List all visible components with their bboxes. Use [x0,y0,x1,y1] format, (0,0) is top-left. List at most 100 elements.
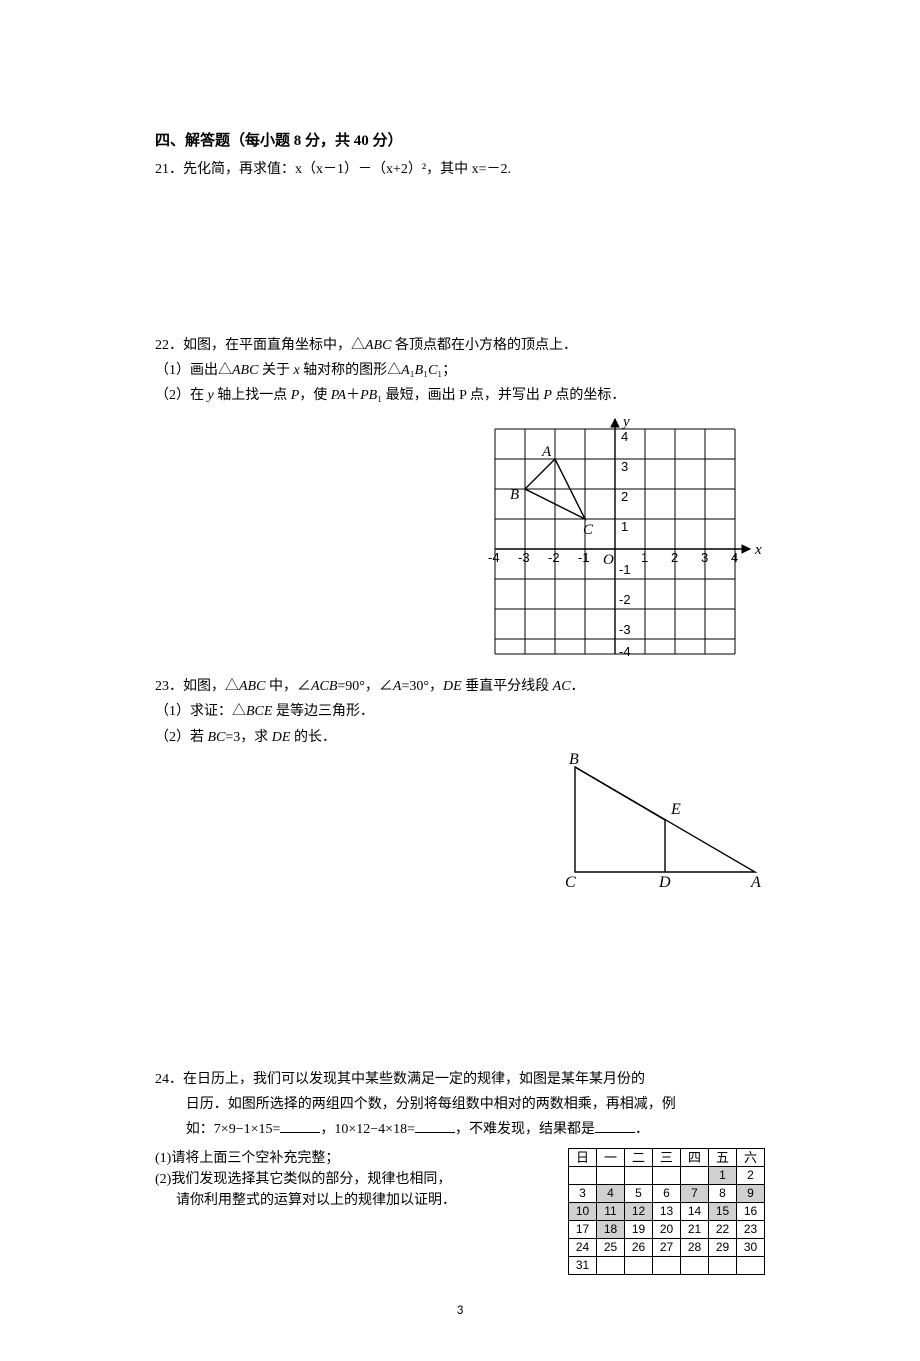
calendar-cell: 19 [625,1221,653,1239]
calendar-cell [625,1167,653,1185]
tick-x1: 1 [641,550,648,565]
spacer [155,188,765,333]
label-y: y [621,414,630,430]
calendar-cell: 7 [681,1185,709,1203]
section-4-title: 四、解答题（每小题 8 分，共 40 分） [155,130,765,153]
calendar-head-cell: 二 [625,1149,653,1167]
blank-2 [415,1118,455,1133]
triangle-figure: B C D A E [555,752,765,892]
tick-x3: 3 [701,550,708,565]
calendar-cell [597,1167,625,1185]
tick-ym3: -3 [619,622,631,637]
question-22: 22．如图，在平面直角坐标中，△ABC 各顶点都在小方格的顶点上． （1）画出△… [155,333,765,409]
q22-graph-wrap: A B C O x y 4 3 2 1 -1 -2 -3 -4 1 2 3 4 … [155,414,765,659]
calendar-head-cell: 一 [597,1149,625,1167]
calendar-cell: 13 [653,1203,681,1221]
calendar-cell: 6 [653,1185,681,1203]
q22-num: 22． [155,338,183,353]
calendar-cell: 10 [569,1203,597,1221]
calendar-cell: 24 [569,1239,597,1257]
q23-graph-wrap: B C D A E [155,752,765,892]
tick-x4: 4 [731,550,738,565]
label-C: C [583,522,594,538]
q24-l3b: ，10×12−4×18= [320,1122,415,1137]
calendar-head-cell: 三 [653,1149,681,1167]
tick-xm4: -4 [488,550,500,565]
calendar-cell: 14 [681,1203,709,1221]
calendar-cell [625,1257,653,1275]
calendar-cell [737,1257,765,1275]
calendar-row: 17181920212223 [569,1221,765,1239]
tick-x2: 2 [671,550,678,565]
calendar-cell: 21 [681,1221,709,1239]
spacer [155,659,765,674]
label-E2: E [670,801,681,818]
q21-num: 21． [155,162,183,177]
calendar-head-cell: 日 [569,1149,597,1167]
calendar-cell: 22 [709,1221,737,1239]
q24-l3c: ，不难发现，结果都是 [455,1122,595,1137]
calendar-cell [569,1167,597,1185]
calendar-cell: 30 [737,1239,765,1257]
tick-y1: 1 [621,519,628,534]
label-O: O [603,552,614,568]
calendar-cell: 12 [625,1203,653,1221]
calendar-cell: 11 [597,1203,625,1221]
label-A: A [541,444,552,460]
tick-ym1: -1 [619,562,631,577]
tick-ym4: -4 [619,644,631,659]
calendar-head-cell: 四 [681,1149,709,1167]
q23-text: 如图，△ABC 中，∠ACB=90°，∠A=30°，DE 垂直平分线段 AC． [183,679,585,694]
label-D2: D [658,874,671,891]
calendar-cell: 2 [737,1167,765,1185]
q24-lower-row: (1)请将上面三个空补充完整； (2)我们发现选择其它类似的部分，规律也相同， … [155,1148,765,1275]
q22-sub1: （1）画出△ABC 关于 x 轴对称的图形△A₁B₁C₁； [155,358,765,383]
calendar-cell: 27 [653,1239,681,1257]
coordinate-grid-figure: A B C O x y 4 3 2 1 -1 -2 -3 -4 1 2 3 4 … [475,414,765,659]
calendar-cell: 31 [569,1257,597,1275]
q24-sub1: (1)请将上面三个空补充完整； [155,1148,554,1169]
label-C2: C [565,874,576,891]
tick-xm3: -3 [518,550,530,565]
calendar-cell [709,1257,737,1275]
tick-xm1: -1 [578,550,590,565]
calendar-cell: 15 [709,1203,737,1221]
tick-y4: 4 [621,429,628,444]
calendar-row: 12 [569,1167,765,1185]
q22-sub2: （2）在 y 轴上找一点 P，使 PA＋PB₁ 最短，画出 P 点，并写出 P … [155,383,765,408]
blank-3 [595,1118,635,1133]
q22-text: 如图，在平面直角坐标中，△ABC 各顶点都在小方格的顶点上． [183,338,577,353]
page-number: 3 [155,1301,765,1321]
calendar-cell: 18 [597,1221,625,1239]
question-23: 23．如图，△ABC 中，∠ACB=90°，∠A=30°，DE 垂直平分线段 A… [155,674,765,750]
calendar-cell: 16 [737,1203,765,1221]
calendar-cell [653,1167,681,1185]
q24-sub2a: (2)我们发现选择其它类似的部分，规律也相同， [155,1169,554,1190]
spacer [155,892,765,1067]
calendar-row: 3456789 [569,1185,765,1203]
q24-line2: 日历．如图所选择的两组四个数，分别将每组数中相对的两数相乘，再相减，例 [155,1092,765,1117]
tick-y3: 3 [621,459,628,474]
calendar-cell: 25 [597,1239,625,1257]
calendar-head-cell: 五 [709,1149,737,1167]
calendar-head-cell: 六 [737,1149,765,1167]
calendar-cell: 20 [653,1221,681,1239]
question-24: 24．在日历上，我们可以发现其中某些数满足一定的规律，如图是某年某月份的 日历．… [155,1067,765,1143]
calendar-row: 10111213141516 [569,1203,765,1221]
calendar-cell: 26 [625,1239,653,1257]
q24-num: 24． [155,1072,183,1087]
q21-text: 先化简，再求值：x（x－1）－（x+2）²，其中 x=－2. [183,162,511,177]
tick-xm2: -2 [548,550,560,565]
tick-ym2: -2 [619,592,631,607]
calendar-cell: 8 [709,1185,737,1203]
calendar-cell: 3 [569,1185,597,1203]
label-B2: B [569,752,579,768]
tick-y2: 2 [621,489,628,504]
q24-subs: (1)请将上面三个空补充完整； (2)我们发现选择其它类似的部分，规律也相同， … [155,1148,554,1211]
calendar-cell: 1 [709,1167,737,1185]
calendar-table: 日一二三四五六 12345678910111213141516171819202… [568,1148,765,1275]
question-21: 21．先化简，再求值：x（x－1）－（x+2）²，其中 x=－2. [155,157,765,182]
calendar-body: 1234567891011121314151617181920212223242… [569,1167,765,1275]
calendar-cell: 28 [681,1239,709,1257]
blank-1 [280,1118,320,1133]
